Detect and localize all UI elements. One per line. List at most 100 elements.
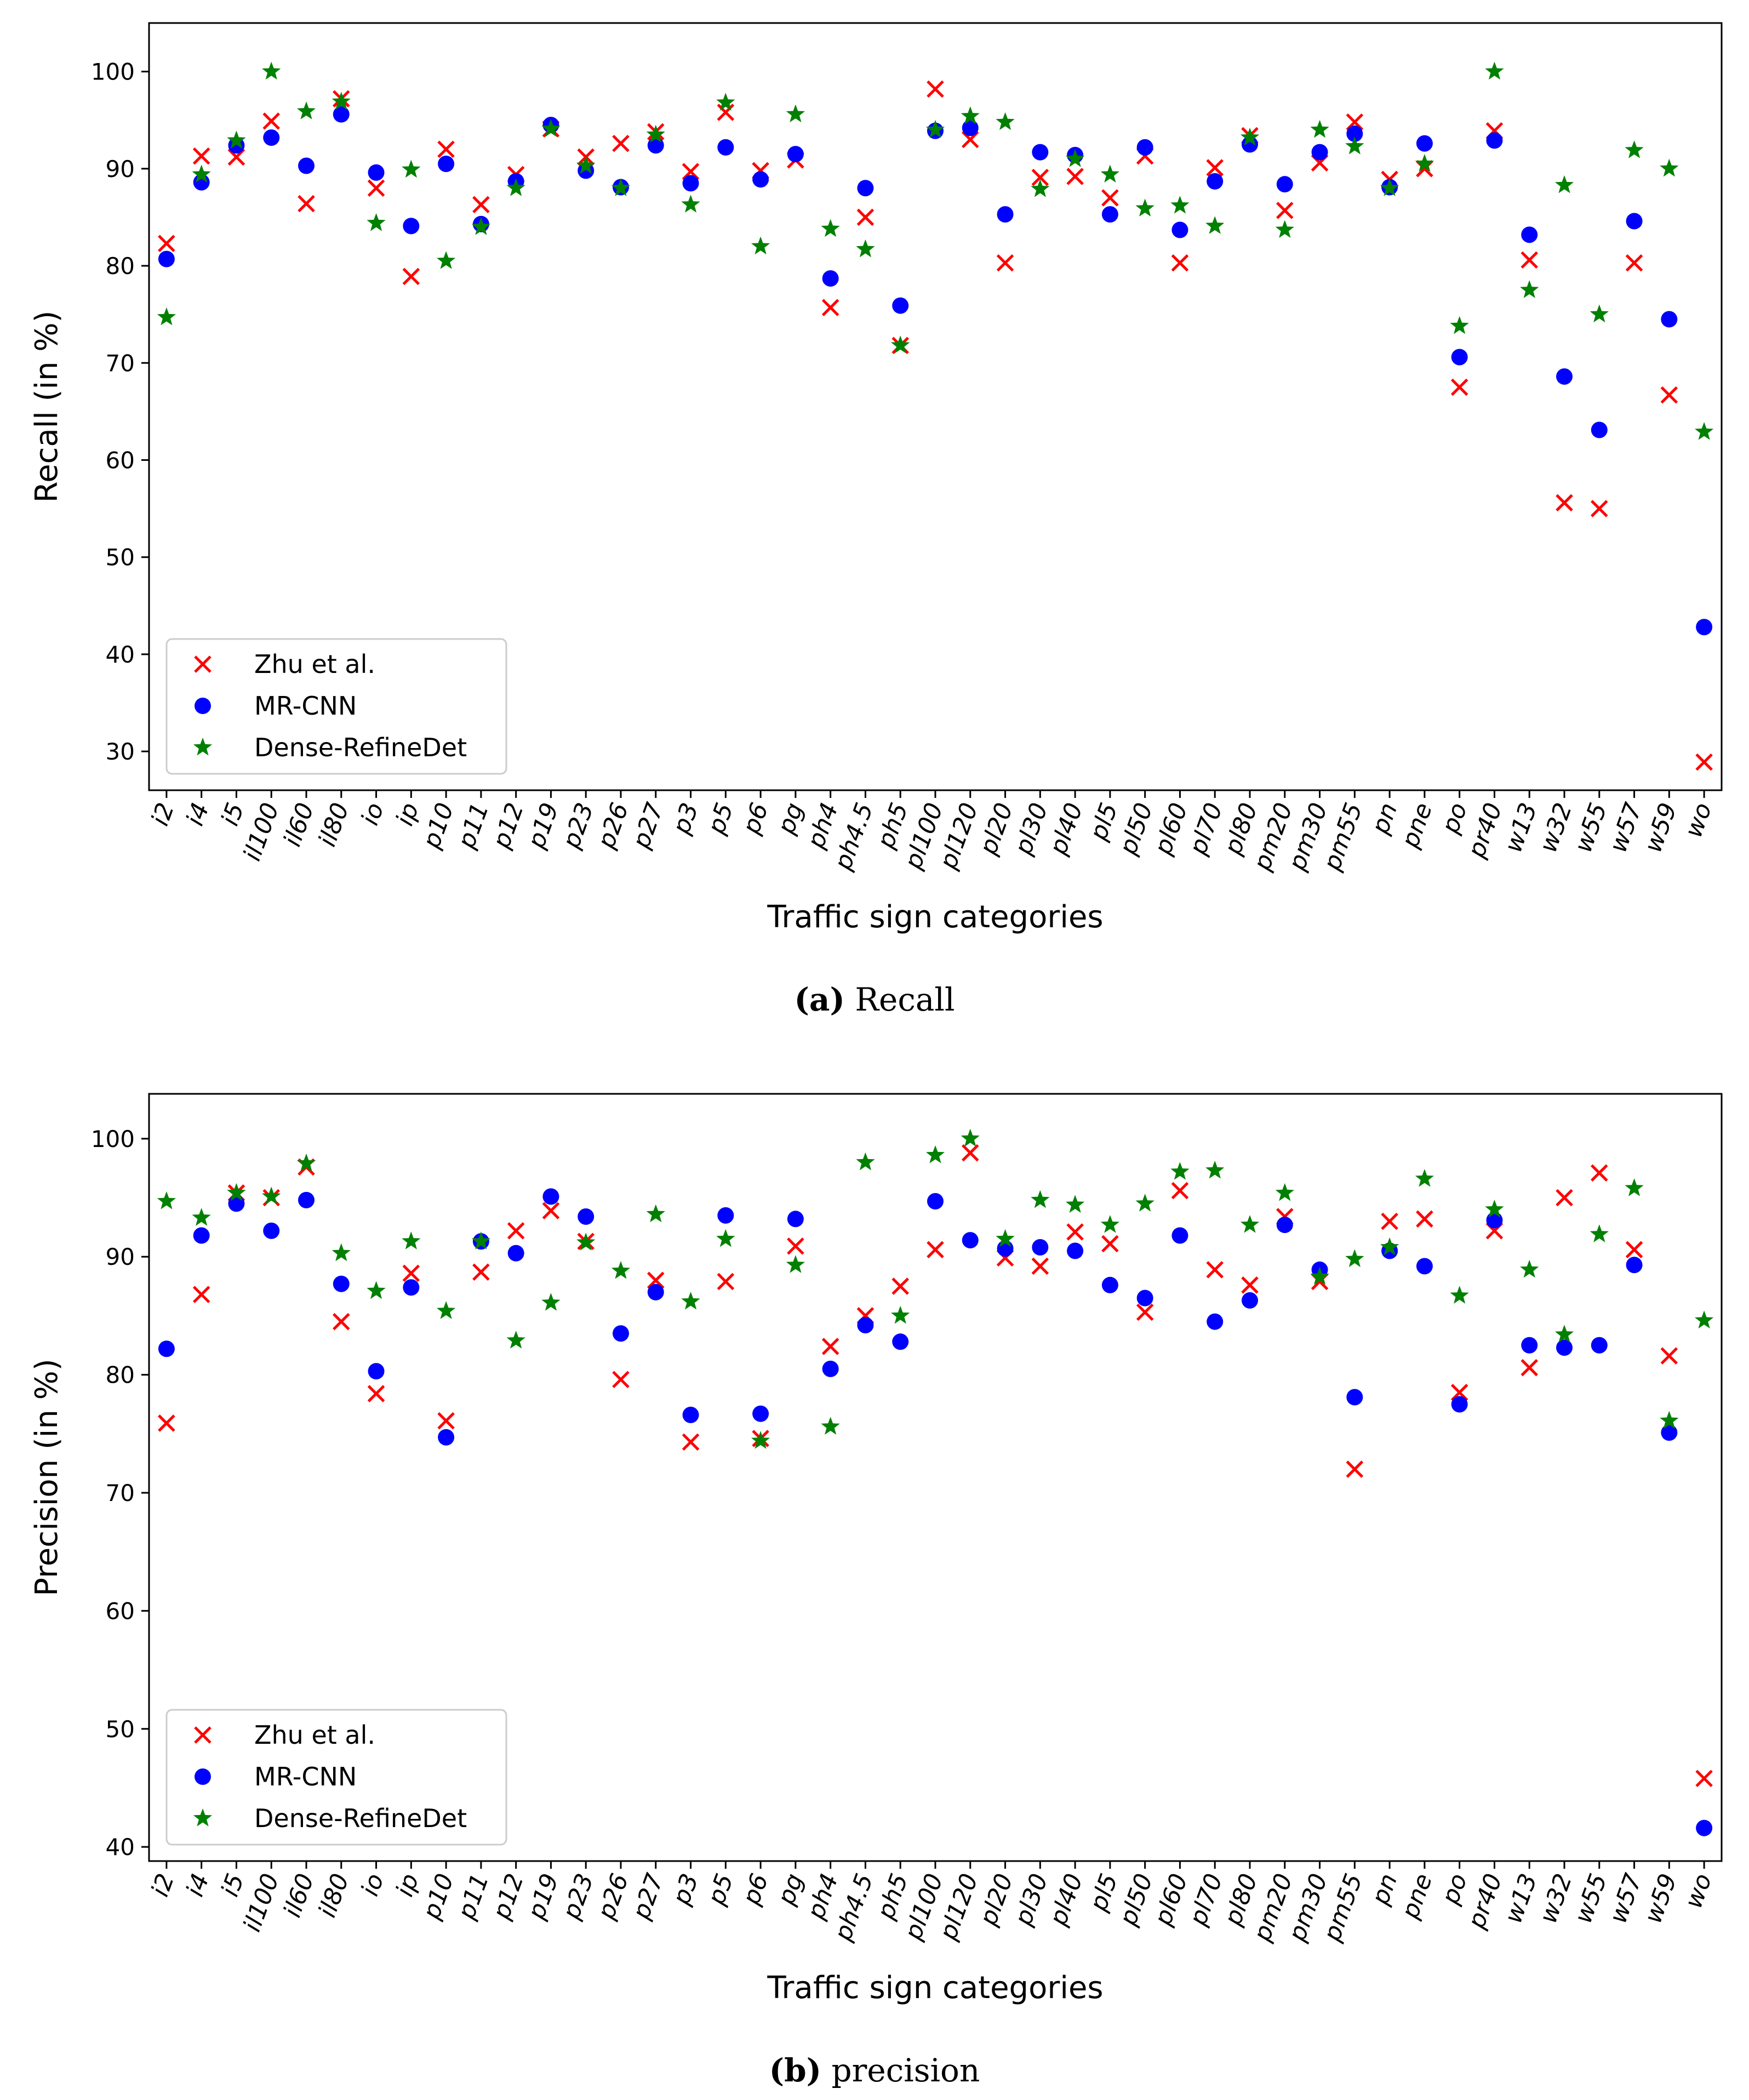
- x-tick-label: p27: [627, 1870, 669, 1923]
- data-point: [961, 1128, 980, 1147]
- x-tick-label: i4: [181, 1870, 215, 1900]
- data-point: [925, 1145, 945, 1163]
- data-point: [682, 1433, 700, 1451]
- data-point: [438, 1429, 455, 1446]
- x-tick-label: p3: [667, 799, 704, 838]
- data-point: [1170, 196, 1190, 214]
- x-tick-label: il80: [313, 799, 355, 850]
- data-point: [612, 1371, 630, 1388]
- data-point: [157, 307, 176, 326]
- x-tick-label: p23: [557, 799, 599, 852]
- data-point: [542, 1202, 560, 1219]
- data-point: [333, 1275, 350, 1292]
- y-tick-label: 50: [106, 544, 135, 571]
- data-point: [1660, 1411, 1679, 1429]
- data-point: [1520, 1259, 1539, 1278]
- data-point: [506, 178, 525, 196]
- data-point: [1625, 254, 1643, 272]
- x-tick-label: p5: [702, 799, 739, 838]
- data-point: [1310, 1266, 1329, 1285]
- data-point: [403, 218, 420, 235]
- data-point: [1591, 1337, 1608, 1354]
- caption-a: (a) Recall: [0, 981, 1749, 1018]
- data-point: [611, 1261, 631, 1279]
- data-point: [821, 219, 840, 237]
- data-point: [437, 140, 455, 158]
- x-tick-label: p12: [487, 799, 529, 852]
- x-tick-label: pne: [1396, 799, 1438, 852]
- data-point: [1381, 1212, 1398, 1230]
- data-point: [228, 1195, 245, 1212]
- data-point: [1242, 1292, 1258, 1309]
- y-tick-label: 80: [106, 253, 135, 279]
- data-point: [1066, 1223, 1084, 1241]
- data-point: [157, 1191, 176, 1209]
- data-point: [717, 139, 734, 156]
- data-point: [1450, 316, 1469, 334]
- legend-label: MR-CNN: [254, 691, 357, 721]
- data-point: [1171, 254, 1189, 272]
- data-point: [1136, 139, 1153, 156]
- data-point: [787, 1237, 804, 1255]
- data-point: [962, 1232, 979, 1249]
- data-point: [962, 119, 979, 136]
- data-point: [1066, 1195, 1085, 1213]
- data-point: [891, 335, 910, 353]
- data-point: [821, 299, 839, 317]
- data-point: [541, 119, 561, 137]
- x-tick-label: pne: [1396, 1870, 1438, 1922]
- data-point: [192, 1286, 210, 1303]
- data-point: [1520, 280, 1539, 298]
- data-point: [996, 1229, 1015, 1247]
- data-point: [1416, 135, 1433, 152]
- data-point: [158, 1340, 175, 1357]
- x-tick-label: il60: [278, 1870, 319, 1921]
- legend-label: MR-CNN: [254, 1762, 357, 1791]
- data-point: [682, 1406, 699, 1423]
- data-point: [611, 178, 631, 196]
- data-point: [1276, 176, 1293, 193]
- data-point: [1135, 198, 1154, 216]
- data-point: [1450, 1384, 1468, 1401]
- data-point: [1415, 1169, 1434, 1187]
- data-point: [298, 157, 315, 174]
- data-point: [857, 1317, 874, 1334]
- data-point: [1135, 1194, 1154, 1212]
- data-point: [996, 112, 1015, 130]
- data-point: [158, 1414, 175, 1432]
- data-point: [856, 1152, 875, 1171]
- data-point: [1416, 1210, 1433, 1228]
- x-tick-label: p19: [522, 1870, 564, 1923]
- x-tick-label: ip: [391, 799, 425, 829]
- data-point: [681, 1292, 700, 1310]
- data-point: [613, 1325, 629, 1342]
- x-tick-label: i5: [216, 799, 250, 829]
- x-tick-label: p6: [737, 1870, 774, 1909]
- x-tick-label: po: [1436, 1870, 1473, 1908]
- legend-label: Zhu et al.: [254, 649, 375, 679]
- data-point: [192, 147, 210, 165]
- data-point: [1100, 1215, 1119, 1233]
- x-tick-label: pg: [772, 1870, 809, 1909]
- data-point: [192, 164, 211, 182]
- data-point: [1101, 189, 1119, 207]
- data-point: [1554, 175, 1574, 193]
- data-point: [367, 179, 385, 197]
- y-tick-label: 50: [106, 1716, 135, 1743]
- x-tick-label: p26: [592, 1870, 634, 1923]
- x-tick-label: il80: [313, 1870, 355, 1921]
- data-point: [647, 1271, 665, 1289]
- data-point: [1556, 494, 1573, 512]
- data-point: [1066, 168, 1084, 185]
- data-point: [1450, 1286, 1469, 1304]
- data-point: [367, 213, 386, 231]
- data-point: [298, 1191, 315, 1208]
- x-tick-label: i5: [216, 1870, 250, 1900]
- data-point: [1486, 132, 1503, 149]
- x-tick-label: wo: [1679, 1870, 1717, 1912]
- x-tick-label: pg: [772, 799, 809, 838]
- data-point: [1276, 202, 1294, 219]
- data-point: [1311, 144, 1328, 161]
